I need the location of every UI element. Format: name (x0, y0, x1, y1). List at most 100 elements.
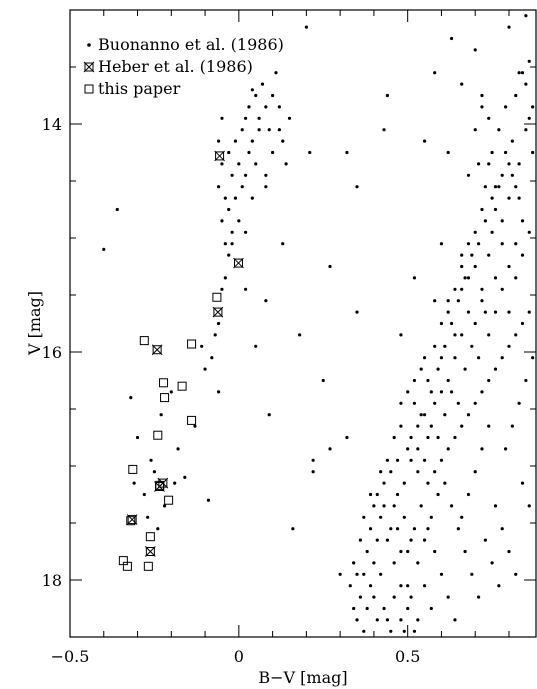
data-point (460, 287, 464, 291)
data-point (216, 185, 221, 189)
data-point (443, 413, 447, 417)
data-point (298, 333, 302, 337)
data-point (456, 527, 460, 531)
data-point (362, 515, 366, 519)
data-point (162, 504, 167, 508)
data-point (487, 378, 491, 383)
data-point (473, 321, 477, 326)
data-point (230, 242, 234, 246)
data-point (274, 71, 278, 75)
data-point (500, 173, 504, 177)
data-point (402, 515, 406, 519)
data-point (466, 242, 471, 246)
data-point (250, 139, 254, 143)
data-point (422, 458, 427, 462)
data-point (416, 470, 420, 474)
data-point (480, 287, 484, 291)
data-point (446, 595, 450, 599)
y-tick-label: 18 (42, 571, 62, 590)
data-point (193, 424, 197, 428)
data-point (520, 219, 525, 223)
data-point (473, 401, 477, 405)
data-point-crossed-square (151, 344, 163, 356)
data-point (213, 333, 217, 337)
data-point (243, 116, 248, 120)
data-point (527, 59, 531, 63)
data-point (304, 25, 308, 29)
data-point (436, 367, 440, 371)
data-point (500, 527, 504, 531)
data-point (220, 116, 224, 120)
data-point (416, 424, 420, 428)
data-point (466, 276, 471, 280)
data-point (433, 470, 437, 474)
data-point (277, 105, 281, 109)
data-point (203, 367, 207, 371)
data-point (449, 36, 454, 41)
data-point-crossed-square (233, 257, 244, 269)
data-point-open-square (160, 393, 170, 403)
data-point (520, 481, 525, 485)
data-point (257, 128, 261, 132)
data-point (493, 185, 498, 189)
data-point (233, 139, 238, 143)
data-point (527, 230, 531, 234)
data-point (243, 173, 248, 177)
data-point (466, 492, 471, 497)
data-point (453, 333, 457, 337)
data-point (338, 572, 342, 576)
data-point (399, 618, 403, 622)
data-point (412, 629, 417, 633)
data-point (507, 162, 511, 166)
data-point (264, 299, 268, 303)
data-points-layer (102, 14, 535, 633)
data-point (135, 435, 140, 440)
data-point (520, 71, 525, 75)
data-point (389, 629, 393, 633)
data-point (517, 401, 521, 405)
data-point-open-square (126, 516, 136, 526)
data-point (419, 413, 423, 417)
data-point (223, 242, 227, 246)
data-point (220, 287, 224, 291)
data-point (176, 447, 180, 451)
legend-label-buonanno: Buonanno et al. (1986) (98, 35, 284, 54)
legend-label-heber: Heber et al. (1986) (98, 57, 253, 76)
data-point (476, 242, 481, 246)
data-point (426, 378, 430, 383)
data-point (497, 185, 501, 189)
data-point (507, 310, 511, 314)
data-point-crossed-square (212, 306, 224, 318)
data-point (227, 207, 231, 212)
data-point (352, 561, 356, 565)
data-point (524, 378, 528, 383)
data-point (402, 481, 406, 485)
data-point (466, 413, 471, 417)
data-point (362, 629, 366, 633)
data-point-open-square (145, 532, 155, 542)
data-point (473, 128, 477, 132)
data-point (422, 584, 427, 588)
y-axis-label: V [mag] (25, 291, 44, 356)
data-point (271, 150, 275, 155)
data-point (453, 618, 457, 622)
data-point (490, 196, 494, 200)
data-point (517, 71, 521, 75)
data-point-open-square (118, 556, 128, 566)
data-point (490, 561, 494, 565)
data-point (247, 150, 251, 155)
data-point (517, 162, 521, 166)
data-point (227, 253, 231, 257)
data-point (439, 356, 444, 360)
data-point-open-square (153, 430, 163, 440)
data-point-open-square (212, 292, 222, 302)
data-point (476, 356, 481, 360)
data-point (287, 116, 292, 120)
data-point (227, 150, 231, 155)
data-point (115, 207, 119, 212)
data-point (500, 356, 504, 360)
data-point (216, 390, 221, 394)
data-point (206, 498, 211, 502)
data-point (392, 504, 396, 508)
